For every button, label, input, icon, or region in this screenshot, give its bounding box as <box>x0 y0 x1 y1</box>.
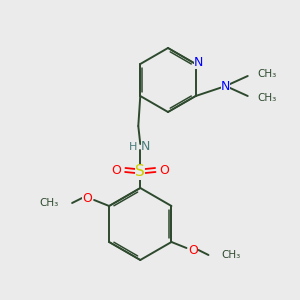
Text: CH₃: CH₃ <box>40 198 59 208</box>
Text: CH₃: CH₃ <box>221 250 241 260</box>
Text: O: O <box>188 244 198 256</box>
Text: N: N <box>221 80 230 92</box>
Text: N: N <box>194 56 203 68</box>
Text: O: O <box>82 191 92 205</box>
Text: N: N <box>141 140 150 154</box>
Text: O: O <box>159 164 169 176</box>
Text: H: H <box>129 142 137 152</box>
Text: O: O <box>111 164 121 176</box>
Text: CH₃: CH₃ <box>258 93 277 103</box>
Text: S: S <box>135 164 145 179</box>
Text: CH₃: CH₃ <box>258 69 277 79</box>
